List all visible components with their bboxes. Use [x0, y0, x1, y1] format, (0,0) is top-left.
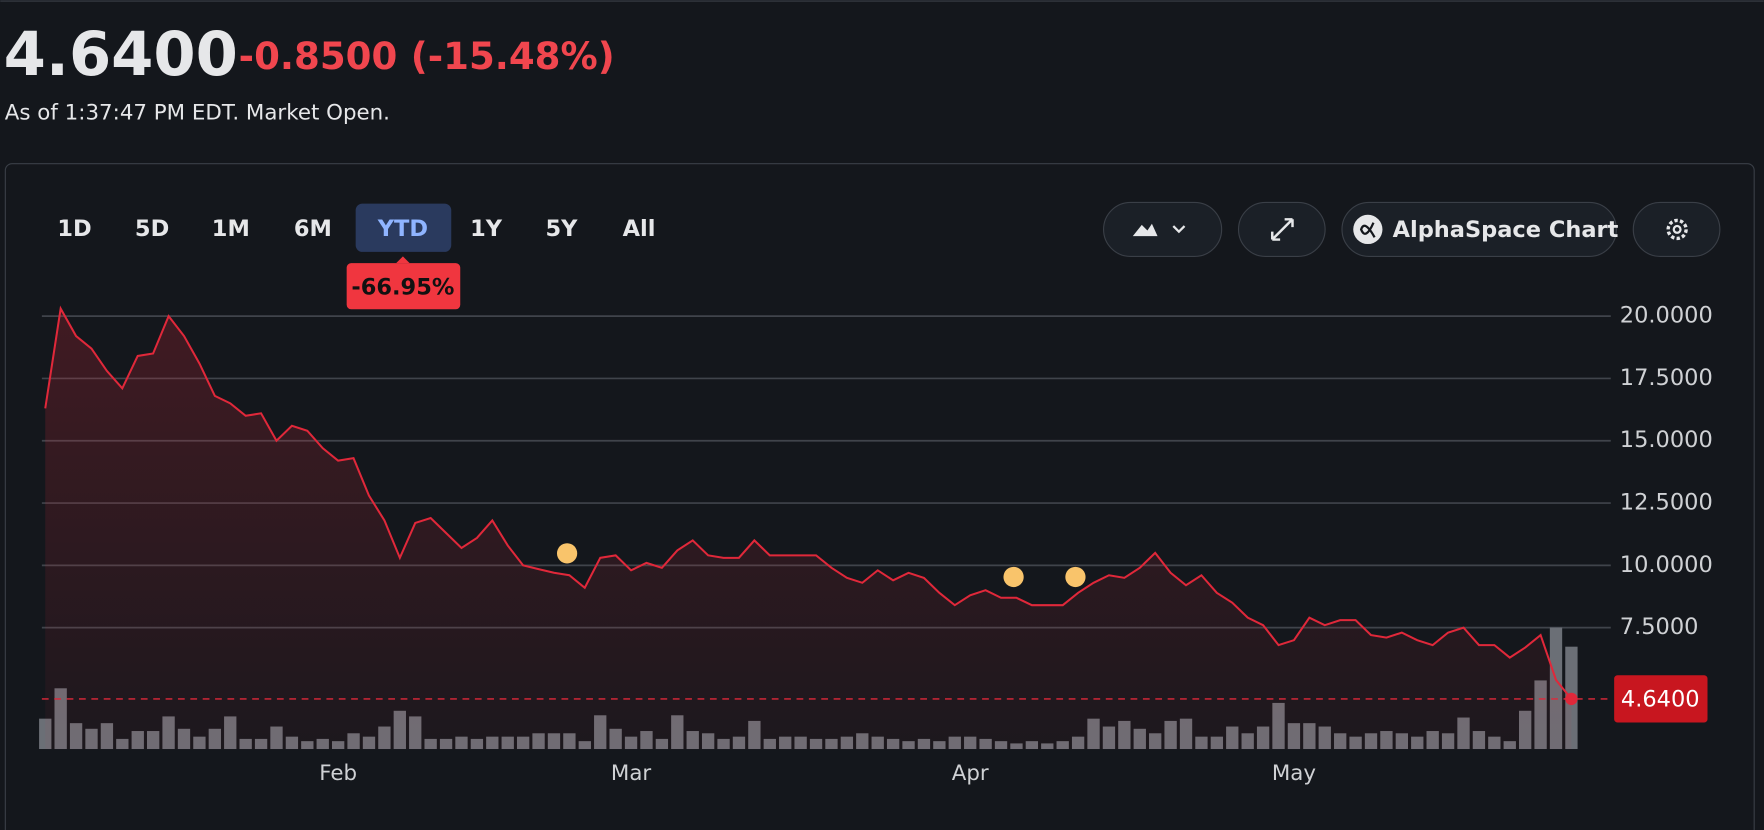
range-button[interactable]: All: [623, 216, 656, 242]
price-line: [44, 305, 1573, 700]
event-marker[interactable]: [1003, 566, 1024, 588]
last-price-dot: [1565, 692, 1578, 706]
y-tick-label: 20.0000: [1620, 303, 1713, 329]
change: -0.8500: [239, 35, 398, 78]
change-pct: (-15.48%): [411, 35, 615, 78]
tooltip-arrow: [396, 256, 410, 264]
x-tick-label: May: [1272, 761, 1316, 786]
alphaspace-label: AlphaSpace Chart: [1393, 217, 1619, 243]
price-area: [45, 308, 1572, 750]
chart-type-button[interactable]: [1102, 201, 1223, 257]
expand-icon: [1271, 218, 1294, 241]
last-price-label: 4.6400: [1621, 687, 1700, 713]
y-tick-label: 15.0000: [1620, 427, 1713, 453]
gear-center: [1672, 224, 1682, 234]
range-button[interactable]: YTD: [377, 216, 428, 242]
range-button[interactable]: 5D: [135, 216, 169, 242]
range-active-bg: [355, 203, 452, 252]
settings-button[interactable]: [1632, 201, 1721, 257]
last-price-bg: [1614, 675, 1708, 723]
area-icon: [1132, 223, 1158, 237]
y-tick-label: 12.5000: [1620, 490, 1713, 516]
gear-icon: [1666, 218, 1688, 241]
alpha-glyph: [1359, 222, 1376, 238]
range-button[interactable]: 1Y: [470, 216, 503, 242]
price: 4.6400: [4, 20, 238, 90]
x-tick-label: Mar: [611, 761, 652, 786]
range-return: -66.95%: [351, 274, 454, 300]
x-tick-label: Feb: [319, 761, 357, 786]
event-marker[interactable]: [556, 543, 578, 564]
range-button[interactable]: 1M: [212, 216, 250, 242]
range-button[interactable]: 1D: [57, 216, 91, 242]
chevron-icon: [1172, 225, 1186, 234]
y-tick-label: 7.5000: [1620, 614, 1699, 640]
event-marker[interactable]: [1065, 566, 1086, 588]
alphaspace-button[interactable]: [1341, 201, 1617, 257]
y-tick-label: 17.5000: [1620, 365, 1713, 391]
x-tick-label: Apr: [952, 761, 989, 786]
alpha-icon: [1353, 214, 1383, 245]
range-button[interactable]: 6M: [294, 216, 332, 242]
y-tick-label: 10.0000: [1620, 552, 1713, 578]
range-return-bg: [346, 263, 461, 310]
range-button[interactable]: 5Y: [546, 216, 579, 242]
status: As of 1:37:47 PM EDT. Market Open.: [5, 101, 390, 126]
